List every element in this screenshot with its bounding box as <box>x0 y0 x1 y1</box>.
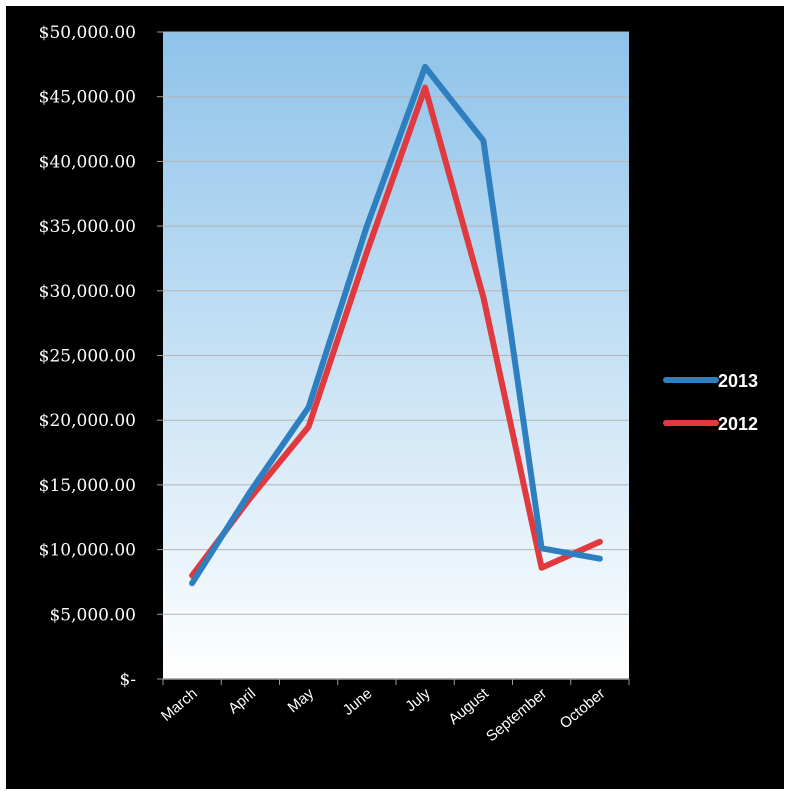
legend-label-2013: 2013 <box>718 371 758 391</box>
y-tick-label: $20,000.00 <box>39 411 136 431</box>
series-line-2013 <box>189 63 603 587</box>
series-layer <box>189 63 603 587</box>
legend-label-2012: 2012 <box>718 414 758 434</box>
legend: 2013 2012 <box>663 371 758 434</box>
y-tick-label: $30,000.00 <box>39 282 136 302</box>
series-line-2012 <box>189 84 603 579</box>
y-tick-label: $35,000.00 <box>39 217 136 237</box>
y-tick-label: $10,000.00 <box>39 541 136 561</box>
y-tick-label: $5,000.00 <box>49 605 136 625</box>
y-tick-label: $15,000.00 <box>39 476 136 496</box>
y-tick-label: $50,000.00 <box>39 23 136 43</box>
y-tick-label: $- <box>119 670 136 690</box>
y-tick-label: $40,000.00 <box>39 152 136 172</box>
y-tick-label: $45,000.00 <box>39 88 136 108</box>
y-tick-label: $25,000.00 <box>39 347 136 367</box>
